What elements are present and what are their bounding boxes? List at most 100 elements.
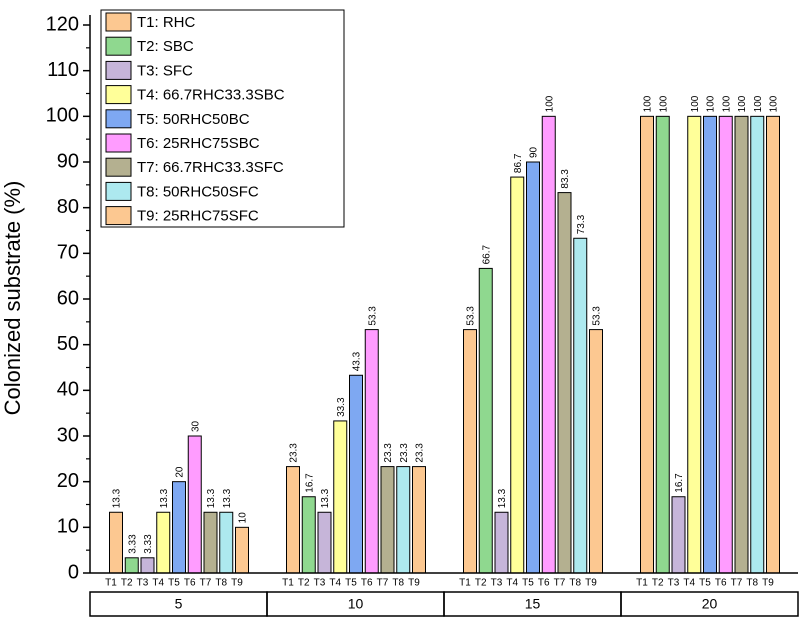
bar <box>187 435 202 574</box>
bar-label: T3 <box>491 578 503 589</box>
bar <box>156 511 171 574</box>
legend-label: T3: SFC <box>137 62 193 79</box>
bar <box>734 115 749 574</box>
y-tick-label: 60 <box>57 287 79 309</box>
bar-label: T4 <box>506 578 518 589</box>
legend-swatch <box>105 12 132 32</box>
bar-label: T8 <box>746 578 758 589</box>
value-label: 53.3 <box>592 306 603 326</box>
value-label: 53.3 <box>466 306 477 326</box>
bar <box>589 329 603 574</box>
legend-swatch <box>105 157 132 177</box>
bar <box>494 511 509 574</box>
bar-label: T5 <box>699 578 711 589</box>
value-label: 66.7 <box>481 245 492 265</box>
bar <box>557 192 572 574</box>
bar-label: T5 <box>522 578 534 589</box>
bar <box>364 329 379 574</box>
value-label: 16.7 <box>674 473 685 493</box>
value-label: 13.3 <box>112 488 123 508</box>
bar <box>412 466 426 574</box>
bar <box>124 557 139 574</box>
y-tick-label: 100 <box>46 105 79 127</box>
legend-swatch <box>105 36 132 56</box>
bar <box>235 526 249 574</box>
bar-label: T1 <box>105 578 117 589</box>
value-label: 100 <box>706 95 717 112</box>
bar-label: T2 <box>298 578 310 589</box>
value-label: 73.3 <box>576 214 587 234</box>
legend-label: T8: 50RHC50SFC <box>137 183 259 200</box>
bar <box>703 115 717 574</box>
bar-label: T9 <box>408 578 420 589</box>
legend-label: T9: 25RHC75SFC <box>137 208 259 225</box>
value-label: 86.7 <box>513 153 524 173</box>
bar <box>750 115 765 574</box>
x-tick-label: 20 <box>702 596 718 612</box>
bar <box>172 481 186 574</box>
bar-label: T5 <box>345 578 357 589</box>
value-label: 90 <box>529 146 540 158</box>
bar <box>526 161 540 574</box>
y-tick-label: 10 <box>57 516 79 538</box>
value-label: 100 <box>544 95 555 112</box>
bar <box>219 511 234 574</box>
value-label: 20 <box>175 466 186 478</box>
bar <box>541 115 556 574</box>
bar <box>640 115 654 574</box>
value-label: 43.3 <box>352 351 363 371</box>
value-label: 23.3 <box>399 443 410 463</box>
x-tick-label: 15 <box>525 596 541 612</box>
bar-label: T6 <box>361 578 373 589</box>
value-label: 13.3 <box>159 488 170 508</box>
y-tick-label: 0 <box>68 561 79 583</box>
bar <box>478 267 493 574</box>
x-tick-label: 5 <box>175 596 183 612</box>
value-label: 53.3 <box>367 306 378 326</box>
bar-label: T8 <box>215 578 227 589</box>
legend-label: T2: SBC <box>137 38 194 55</box>
bar-label: T1 <box>636 578 648 589</box>
value-label: 100 <box>737 95 748 112</box>
legend-swatch <box>105 85 132 105</box>
y-tick-label: 30 <box>57 424 79 446</box>
bar-label: T4 <box>683 578 695 589</box>
bar <box>317 511 332 574</box>
value-label: 83.3 <box>560 169 571 189</box>
bar <box>140 557 155 574</box>
legend-label: T1: RHC <box>137 14 196 31</box>
value-label: 16.7 <box>304 473 315 493</box>
bar-label: T8 <box>392 578 404 589</box>
bar-label: T2 <box>652 578 664 589</box>
bar-label: T2 <box>475 578 487 589</box>
bar <box>718 115 733 574</box>
bar-label: T7 <box>377 578 389 589</box>
legend-swatch <box>105 133 132 153</box>
bar <box>380 466 395 574</box>
bar <box>286 466 300 574</box>
value-label: 100 <box>753 95 764 112</box>
bar-label: T7 <box>731 578 743 589</box>
value-label: 23.3 <box>415 443 426 463</box>
y-tick-label: 120 <box>46 13 79 35</box>
y-tick-label: 90 <box>57 150 79 172</box>
legend-box <box>100 9 345 228</box>
bar-label: T9 <box>585 578 597 589</box>
value-label: 100 <box>769 95 780 112</box>
bar-label: T1 <box>282 578 294 589</box>
value-label: 3.33 <box>143 534 154 554</box>
bar <box>671 496 686 574</box>
y-tick-label: 110 <box>47 59 79 81</box>
legend-swatch <box>105 181 132 201</box>
bar-label: T2 <box>121 578 133 589</box>
y-tick-label: 70 <box>57 242 79 264</box>
bar-label: T9 <box>762 578 774 589</box>
y-tick-label: 40 <box>57 379 79 401</box>
bar-label: T7 <box>200 578 212 589</box>
bar <box>463 329 477 574</box>
value-label: 3.33 <box>127 534 138 554</box>
bar <box>203 511 218 574</box>
legend-swatch <box>105 109 132 129</box>
y-tick-label: 80 <box>57 196 79 218</box>
bar-label: T7 <box>554 578 566 589</box>
